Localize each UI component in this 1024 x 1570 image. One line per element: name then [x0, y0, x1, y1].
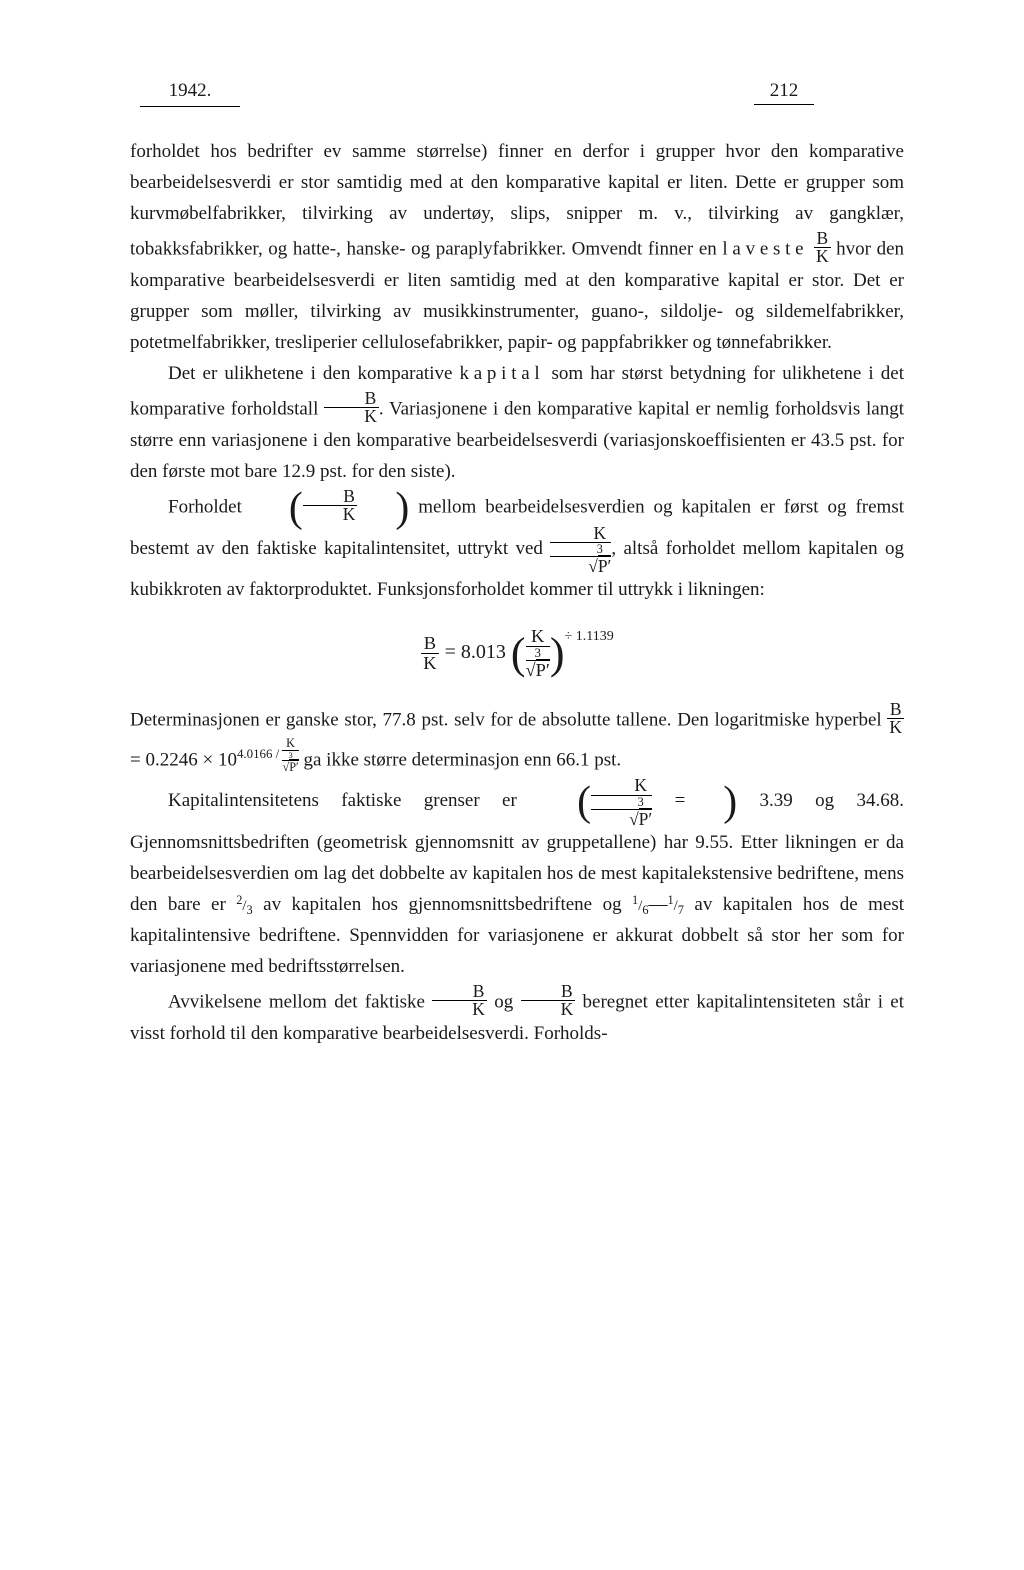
paragraph-2: Det er ulikhetene i den komparative kapi…: [130, 359, 904, 488]
K-over-cuberoot-P-eq: K3√P′: [526, 627, 550, 681]
frac-den: K: [432, 1001, 487, 1018]
sqrt-sym: √: [629, 809, 639, 829]
frac-1-6: 1/6: [632, 898, 648, 914]
p2-a: Det er ulikhetene i den komparative: [168, 363, 460, 384]
frac-B-K-3: BK: [303, 488, 358, 524]
frac-den: K: [324, 408, 379, 425]
equals: =: [445, 641, 456, 663]
frac-den: K: [814, 248, 831, 265]
p1-spaced: laveste: [722, 239, 808, 260]
body-text: forholdet hos bedrifter ev samme størrel…: [130, 137, 904, 1050]
hyp-coef: 0.2246: [145, 749, 197, 770]
cuberoot-P: √P′: [591, 810, 652, 828]
times: ×: [202, 749, 213, 770]
cuberoot-P: √P′: [526, 661, 550, 680]
base10: 10: [218, 749, 237, 770]
cuberoot-P: √P′: [282, 761, 298, 774]
page-number: 212: [754, 80, 814, 105]
K-over-cuberoot-P-5: K3√P′: [591, 776, 652, 828]
paragraph-5: Kapitalintensitetens faktiske grenser er…: [130, 776, 904, 982]
sqrt-sym: √: [588, 556, 598, 576]
p4-b: ga ikke større determinasjon enn 66.1 ps…: [303, 749, 621, 770]
p2-spaced: kapital: [460, 363, 545, 384]
frac-1-7: 1/7: [668, 898, 684, 914]
sqrt-sym: √: [526, 660, 536, 680]
equals: =: [675, 791, 686, 812]
p5-a: Kapitalintensitetens faktiske grenser er: [168, 791, 539, 812]
p6-a: Avvikelsene mellom det faktiske: [168, 991, 432, 1012]
p4-a: Determinasjonen er ganske stor, 77.8 pst…: [130, 709, 887, 730]
paragraph-4: Determinasjonen er ganske stor, 77.8 pst…: [130, 701, 904, 777]
exp-prefix: 4.0166: [237, 746, 273, 761]
frac-2-3: 2/3: [236, 898, 252, 914]
p3-a: Forholdet: [168, 496, 251, 517]
num: 1: [668, 893, 674, 907]
num-K: K: [282, 737, 298, 750]
frac-B-K-6a: BK: [432, 983, 487, 1019]
frac-B-K-6b: BK: [521, 983, 576, 1019]
coef: 8.013: [461, 641, 506, 663]
dash: —: [649, 894, 668, 915]
P-prime: P′: [598, 555, 612, 576]
frac-B-K-2: BK: [324, 390, 379, 426]
P-prime: P′: [536, 659, 550, 680]
num-K: K: [591, 776, 652, 794]
P-prime: P′: [289, 759, 299, 774]
frac-num: B: [421, 634, 438, 654]
frac-den: K: [887, 719, 904, 736]
K-over-cuberoot-P-inline: K3√P′: [550, 524, 611, 576]
num: 1: [632, 893, 638, 907]
frac-den: K: [521, 1001, 576, 1018]
year-label: 1942.: [140, 80, 240, 107]
paragraph-1: forholdet hos bedrifter ev samme størrel…: [130, 137, 904, 359]
K-over-cuberoot-P-exp: K3√P′: [282, 737, 298, 774]
paragraph-3: Forholdet (BK) mellom bearbeidelsesverdi…: [130, 488, 904, 606]
cuberoot-P: √P′: [550, 557, 611, 575]
equals: =: [130, 749, 141, 770]
page: 1942. 212 forholdet hos bedrifter ev sam…: [0, 0, 1024, 1570]
eq-lhs: BK: [421, 634, 438, 674]
num: 2: [236, 893, 242, 907]
paragraph-6: Avvikelsene mellom det faktiske BK og BK…: [130, 983, 904, 1050]
page-header: 1942. 212: [130, 80, 904, 107]
frac-den: K: [303, 506, 358, 523]
p5-c: av kapitalen hos gjennomsnittsbedriftene…: [253, 894, 632, 915]
hyperbel-exp: 4.0166 / K3√P′: [237, 746, 299, 761]
equation-main: BK = 8.013 (K3√P′)÷ 1.1139: [130, 626, 904, 681]
exponent: ÷ 1.1139: [565, 629, 614, 644]
num-K: K: [550, 524, 611, 542]
frac-den: K: [421, 654, 438, 673]
P-prime: P′: [639, 808, 653, 829]
frac-B-K-1: BK: [814, 230, 831, 266]
num-K: K: [526, 627, 550, 646]
frac-B-K-4: BK: [887, 701, 904, 737]
p6-b: og: [487, 991, 521, 1012]
